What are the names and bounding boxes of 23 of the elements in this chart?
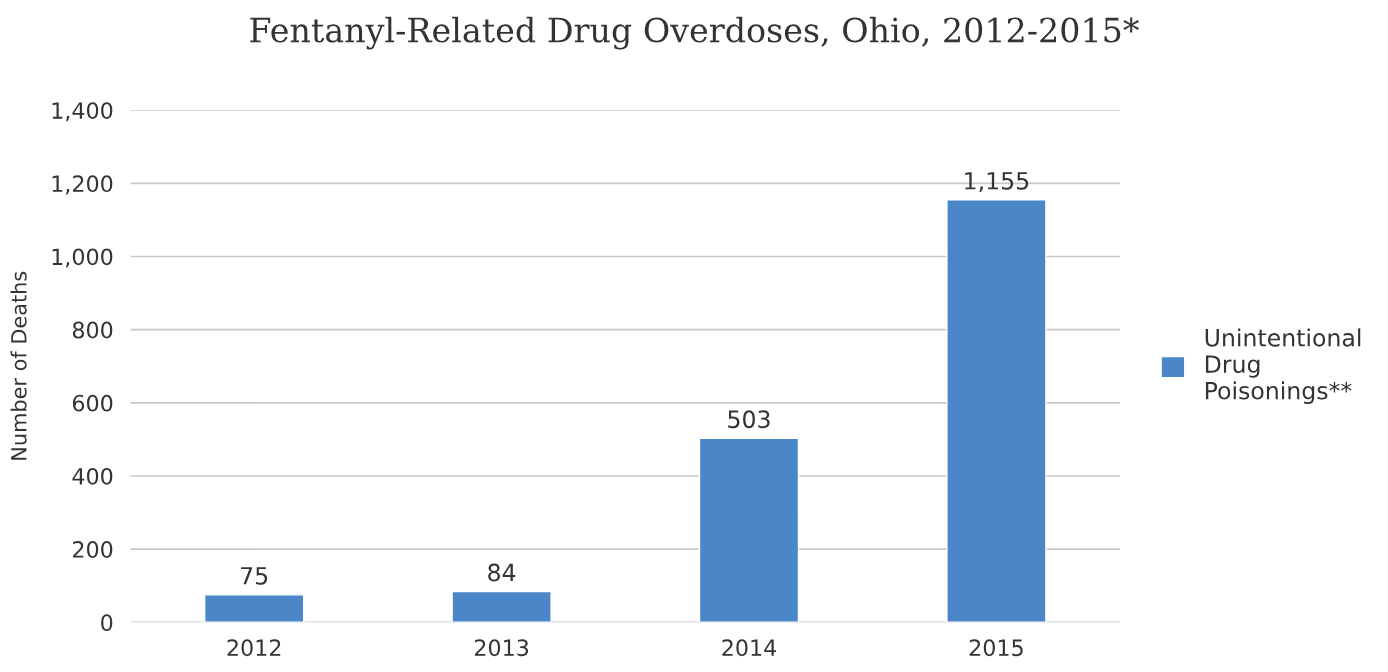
y-tick-label: 400 — [72, 467, 113, 485]
y-axis-title: Number of Deaths — [10, 271, 27, 460]
bar — [204, 594, 305, 623]
y-tick-label: 200 — [73, 541, 113, 558]
data-label: 75 — [241, 567, 268, 585]
x-tick-label: 2015 — [969, 639, 1023, 657]
data-label: 1,155 — [965, 172, 1029, 193]
data-label: 84 — [488, 563, 516, 582]
y-tick-label: 1,400 — [52, 102, 113, 122]
bar — [946, 199, 1047, 623]
y-tick-label: 0 — [101, 614, 113, 632]
chart-title: Fentanyl-Related Drug Overdoses, Ohio, 2012-2015* — [250, 16, 1140, 50]
x-tick-label: 2013 — [474, 639, 529, 657]
y-tick-label: 1,200 — [52, 175, 113, 195]
x-tick-label: 2014 — [722, 639, 777, 657]
data-label: 503 — [728, 410, 770, 429]
bar — [698, 437, 800, 623]
y-tick-label: 600 — [72, 394, 113, 412]
bar — [451, 590, 552, 623]
x-tick-label: 2012 — [227, 639, 281, 657]
y-tick-label: 1,000 — [52, 248, 113, 268]
legend-label: Unintentional Drug Poisonings** — [1205, 328, 1361, 405]
y-tick-label: 800 — [72, 321, 113, 339]
